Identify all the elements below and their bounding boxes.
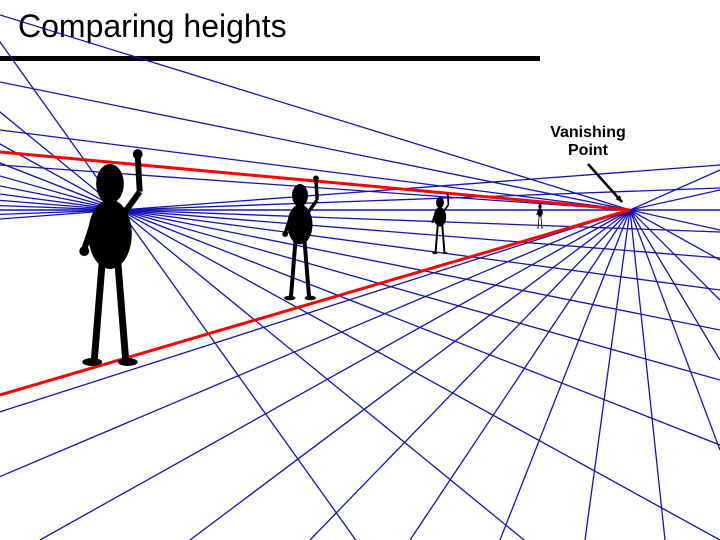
slide: Comparing heights Vanishing Point [0,0,720,540]
perspective-diagram [0,0,720,540]
